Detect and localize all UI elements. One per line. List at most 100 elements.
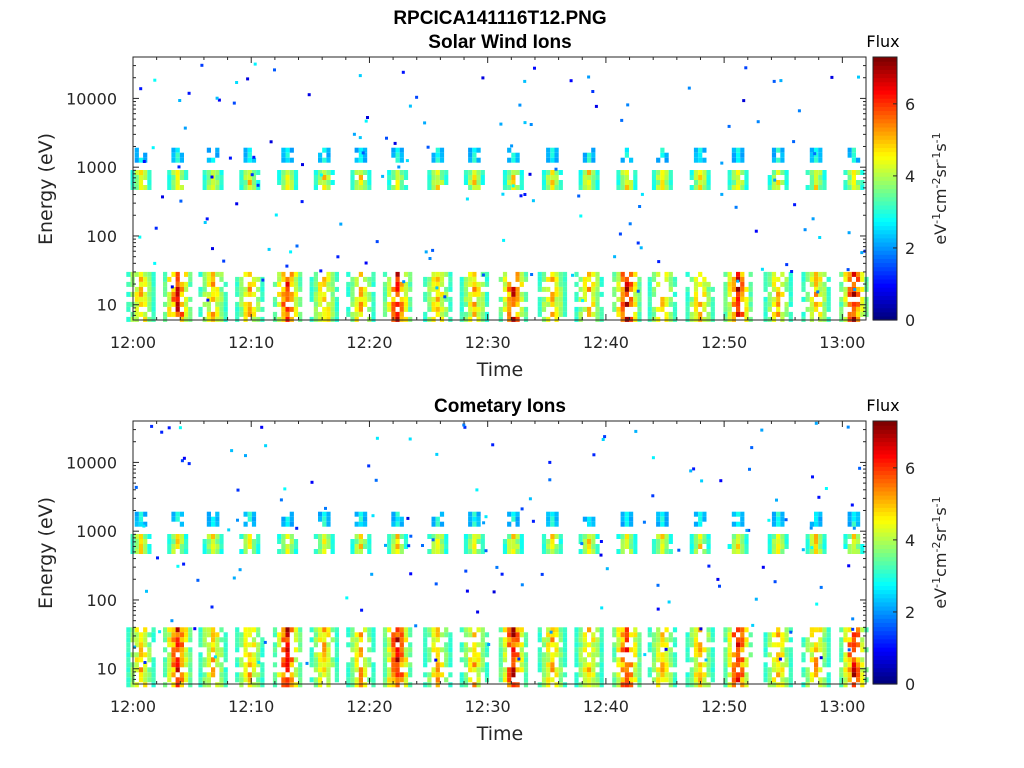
flux-cell xyxy=(408,682,413,688)
flux-cell xyxy=(502,175,508,180)
flux-cell xyxy=(582,632,587,638)
flux-cell xyxy=(578,549,583,554)
flux-cell xyxy=(484,296,490,302)
flux-cell xyxy=(843,301,848,307)
flux-cell xyxy=(395,544,400,549)
flux-cell xyxy=(243,667,248,673)
flux-cell xyxy=(399,516,404,522)
flux-cell xyxy=(860,642,865,648)
flux-cell xyxy=(818,152,823,158)
flux-cell xyxy=(408,672,413,678)
flux-dot xyxy=(339,222,343,226)
flux-cell xyxy=(346,286,351,292)
flux-cell xyxy=(313,276,318,282)
flux-cell xyxy=(468,311,473,317)
flux-cell xyxy=(326,281,331,287)
flux-cell xyxy=(771,534,777,539)
flux-cell xyxy=(805,549,810,554)
flux-cell xyxy=(206,511,211,517)
flux-dot xyxy=(773,178,777,182)
flux-cell xyxy=(664,637,669,643)
flux-cell xyxy=(247,682,252,688)
flux-cell xyxy=(578,672,583,678)
flux-cell xyxy=(554,549,559,554)
colorbar-swatch xyxy=(873,449,897,455)
flux-cell xyxy=(620,521,625,527)
flux-cell xyxy=(706,632,711,638)
flux-dot xyxy=(523,193,527,196)
flux-cell xyxy=(350,281,355,287)
flux-cell xyxy=(702,185,707,190)
flux-cell xyxy=(554,170,559,175)
flux-cell xyxy=(175,637,180,643)
flux-cell xyxy=(363,296,368,302)
flux-dot xyxy=(569,79,573,83)
flux-cell xyxy=(243,311,248,317)
flux-cell xyxy=(620,677,625,683)
flux-cell xyxy=(736,311,741,317)
flux-cell xyxy=(391,677,396,683)
colorbar-swatch xyxy=(873,548,897,554)
flux-cell xyxy=(167,301,172,307)
flux-cell xyxy=(776,306,781,312)
flux-cell xyxy=(851,291,856,297)
flux-cell xyxy=(860,627,865,633)
flux-cell xyxy=(595,301,600,307)
flux-cell xyxy=(391,544,396,549)
flux-cell xyxy=(727,311,732,317)
flux-cell xyxy=(367,306,372,312)
flux-cell xyxy=(633,632,638,638)
flux-cell xyxy=(519,276,524,282)
flux-cell xyxy=(167,311,172,317)
flux-cell xyxy=(198,311,203,317)
flux-cell xyxy=(706,180,711,185)
flux-cell xyxy=(188,271,193,277)
flux-cell xyxy=(702,281,707,287)
flux-cell xyxy=(293,175,299,180)
flux-cell xyxy=(431,170,436,175)
flux-cell xyxy=(358,516,363,522)
flux-cell xyxy=(256,647,261,653)
flux-cell xyxy=(847,271,852,277)
flux-dot xyxy=(667,600,671,604)
flux-cell xyxy=(281,276,286,282)
flux-cell xyxy=(399,642,404,648)
flux-cell xyxy=(809,539,814,544)
colorbar-tick-label: 4 xyxy=(905,167,915,186)
flux-cell xyxy=(856,311,861,317)
flux-cell xyxy=(298,637,303,643)
flux-cell xyxy=(554,271,559,277)
flux-cell xyxy=(706,291,711,297)
flux-cell xyxy=(740,276,745,282)
flux-cell xyxy=(427,549,432,554)
flux-cell xyxy=(767,271,772,277)
flux-cell xyxy=(731,157,736,163)
flux-cell xyxy=(427,657,432,663)
flux-cell xyxy=(519,175,524,180)
flux-cell xyxy=(706,185,711,190)
flux-cell xyxy=(710,677,715,683)
y-tick-label: 1000 xyxy=(76,158,117,177)
flux-cell xyxy=(313,271,318,277)
flux-cell xyxy=(780,642,785,648)
flux-cell xyxy=(403,672,409,678)
flux-cell xyxy=(727,662,732,668)
flux-cell xyxy=(235,647,240,653)
flux-cell xyxy=(439,296,445,302)
flux-cell xyxy=(184,549,189,554)
flux-cell xyxy=(184,672,189,678)
flux-cell xyxy=(637,667,642,673)
flux-cell xyxy=(322,672,327,678)
flux-cell xyxy=(851,657,856,663)
flux-cell xyxy=(358,180,363,185)
flux-cell xyxy=(814,549,819,554)
flux-cell xyxy=(809,549,814,554)
flux-cell xyxy=(188,632,193,638)
flux-cell xyxy=(740,296,745,302)
flux-cell xyxy=(256,657,261,663)
flux-cell xyxy=(293,311,299,317)
flux-cell xyxy=(591,147,596,153)
flux-cell xyxy=(847,286,852,292)
flux-cell xyxy=(693,667,699,673)
flux-cell xyxy=(818,627,823,633)
